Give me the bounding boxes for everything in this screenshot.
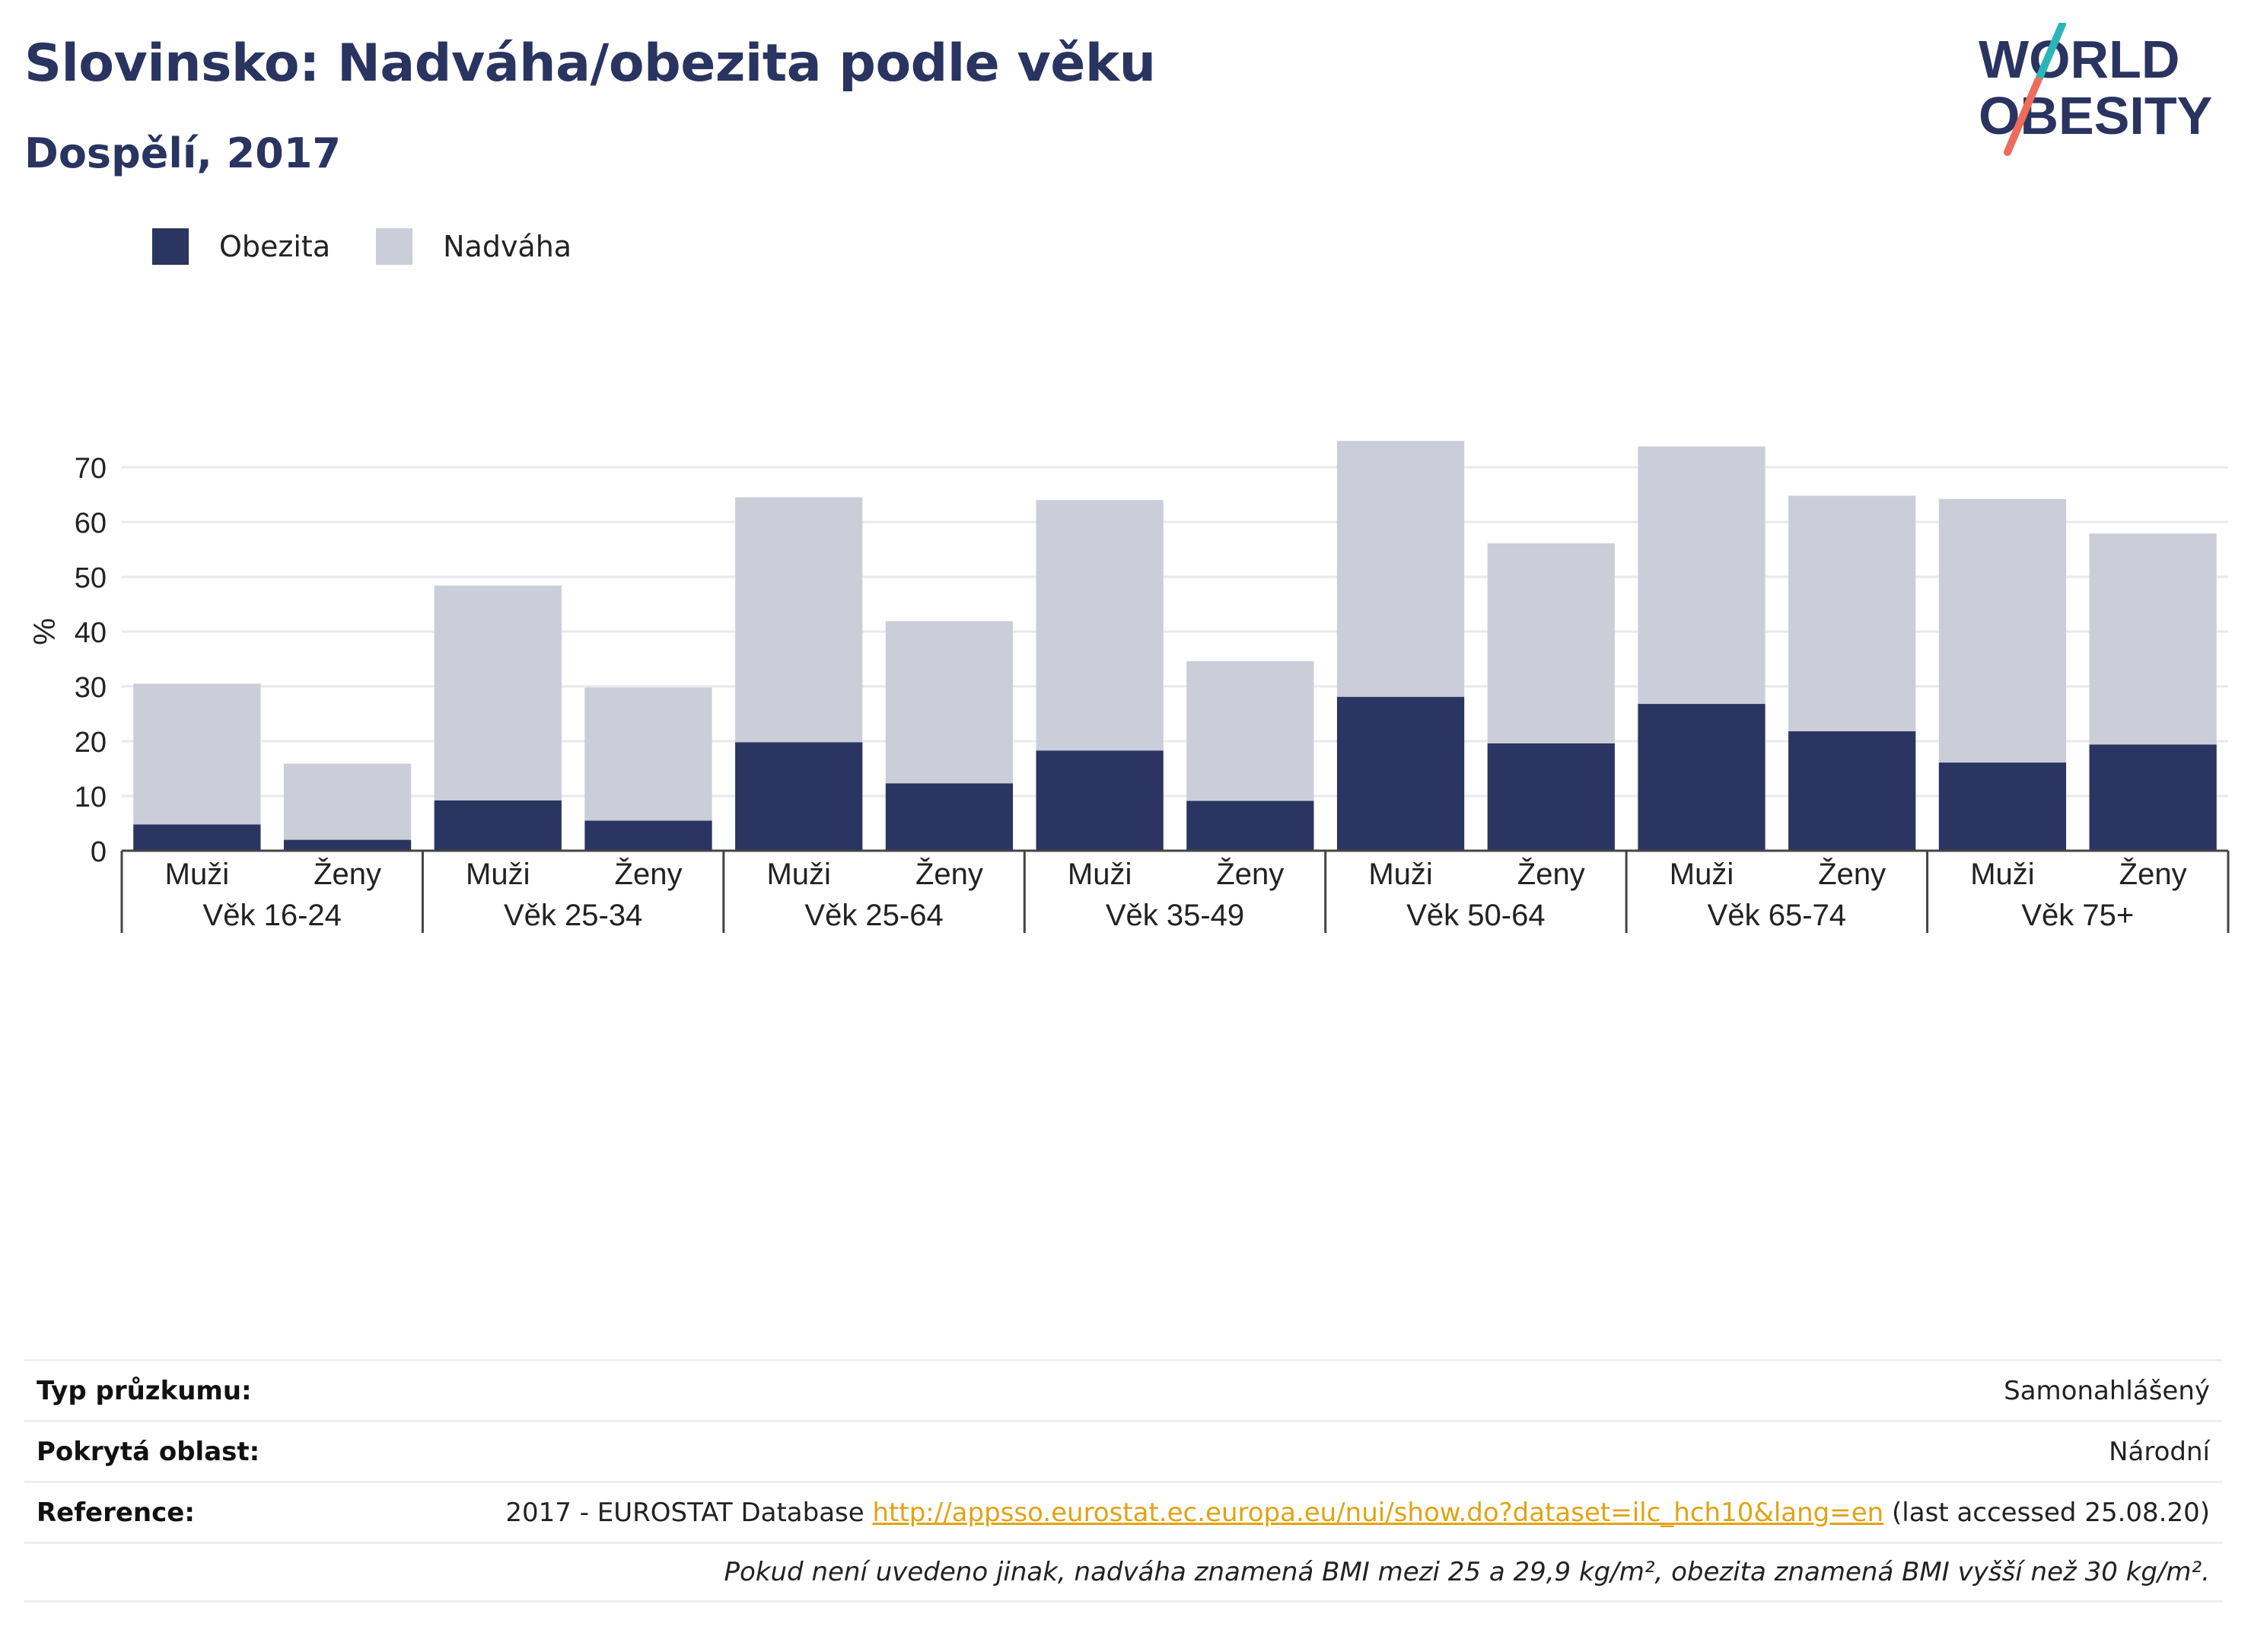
y-tick-label: 70 xyxy=(75,453,107,485)
x-group-label: Věk 65-74 xyxy=(1708,899,1846,932)
x-group-label: Věk 50-64 xyxy=(1406,899,1545,932)
bar-nadvaha xyxy=(1186,660,1314,801)
bar-obezita xyxy=(885,783,1014,851)
bar-nadvaha xyxy=(133,683,261,825)
bar-obezita xyxy=(2089,744,2217,851)
x-group-label: Věk 35-49 xyxy=(1106,899,1244,932)
legend-item-nadvaha: Nadváha xyxy=(376,228,572,265)
x-category-label: Ženy xyxy=(2119,857,2187,891)
bar-obezita xyxy=(133,824,261,851)
reference-value: 2017 - EUROSTAT Database http://appsso.e… xyxy=(505,1498,2210,1528)
x-group-label: Věk 75+ xyxy=(2021,899,2134,932)
x-category-label: Ženy xyxy=(1517,857,1585,891)
x-group-label: Věk 25-34 xyxy=(504,899,642,932)
y-tick-label: 50 xyxy=(75,562,107,594)
bar-nadvaha xyxy=(2089,533,2217,745)
coverage-label: Pokrytá oblast: xyxy=(37,1436,260,1467)
bar-obezita xyxy=(1186,801,1314,851)
y-tick-label: 0 xyxy=(91,836,107,868)
logo-teal-stroke xyxy=(2036,23,2066,81)
info-table: Typ průzkumu: Samonahlášený Pokrytá obla… xyxy=(24,1359,2222,1603)
legend-swatch-nadvaha xyxy=(376,228,413,265)
y-axis-label: % xyxy=(28,618,62,645)
bar-obezita xyxy=(1788,731,1916,851)
info-row-coverage: Pokrytá oblast: Národní xyxy=(24,1420,2222,1481)
x-category-label: Muži xyxy=(766,858,830,891)
x-category-label: Muži xyxy=(1970,858,2034,891)
legend-label-obezita: Obezita xyxy=(219,230,331,263)
y-tick-label: 10 xyxy=(75,781,107,813)
info-row-survey: Typ průzkumu: Samonahlášený xyxy=(24,1359,2222,1420)
reference-suffix: (last accessed 25.08.20) xyxy=(1883,1497,2210,1528)
x-category-label: Muži xyxy=(1368,858,1432,891)
bar-obezita xyxy=(283,839,412,851)
bar-nadvaha xyxy=(584,687,712,821)
world-obesity-logo: WORLD OBESITY xyxy=(1979,23,2212,156)
stacked-bar-chart: 0 10 20 30 40 50 60 70% Muži Ženy Muži Ženy Muži Ženy… xyxy=(28,441,2230,933)
bar-nadvaha xyxy=(434,585,562,801)
chart-legend: Obezita Nadváha xyxy=(152,225,617,268)
definition-note: Pokud není uvedeno jinak, nadváha znamen… xyxy=(724,1557,2210,1587)
bar-nadvaha xyxy=(1788,495,1916,732)
x-category-label: Ženy xyxy=(1216,857,1284,891)
x-category-label: Muži xyxy=(1670,858,1734,891)
x-group-label: Věk 25-64 xyxy=(804,899,943,932)
info-row-note: Pokud není uvedeno jinak, nadváha znamen… xyxy=(24,1542,2222,1603)
logo-coral-stroke xyxy=(2004,77,2042,156)
reference-link[interactable]: http://appsso.eurostat.ec.europa.eu/nui/… xyxy=(872,1497,1884,1528)
bar-obezita xyxy=(1036,750,1164,851)
x-category-label: Ženy xyxy=(615,857,683,891)
x-category-label: Muži xyxy=(165,858,229,891)
x-category-label: Ženy xyxy=(915,857,983,891)
x-category-label: Ženy xyxy=(1818,857,1886,891)
x-category-label: Ženy xyxy=(314,857,381,891)
coverage-value: Národní xyxy=(2109,1436,2210,1467)
bar-nadvaha xyxy=(735,497,863,743)
legend-label-nadvaha: Nadváha xyxy=(443,230,572,263)
bar-obezita xyxy=(584,820,712,851)
bar-nadvaha xyxy=(283,763,412,840)
x-group-label: Věk 16-24 xyxy=(203,899,342,932)
info-row-reference: Reference: 2017 - EUROSTAT Database http… xyxy=(24,1481,2222,1542)
bar-obezita xyxy=(1487,743,1615,851)
logo-line1: WORLD xyxy=(1979,30,2179,89)
reference-prefix: 2017 - EUROSTAT Database xyxy=(505,1497,873,1528)
bar-obezita xyxy=(1938,762,2067,851)
y-tick-label: 30 xyxy=(75,672,107,704)
page-subtitle: Dospělí, 2017 xyxy=(24,129,341,177)
legend-item-obezita: Obezita xyxy=(152,228,330,265)
bar-nadvaha xyxy=(1487,543,1615,743)
y-tick-label: 40 xyxy=(75,617,107,649)
bar-obezita xyxy=(434,800,562,851)
legend-swatch-obezita xyxy=(152,228,189,265)
bar-nadvaha xyxy=(885,621,1014,784)
bar-nadvaha xyxy=(1336,441,1465,697)
bar-obezita xyxy=(735,742,863,851)
bar-obezita xyxy=(1638,704,1765,851)
bar-nadvaha xyxy=(1638,446,1765,705)
reference-label: Reference: xyxy=(37,1497,195,1528)
page-title: Slovinsko: Nadváha/obezita podle věku xyxy=(24,33,1156,94)
x-category-label: Muži xyxy=(1068,858,1132,891)
bar-nadvaha xyxy=(1938,498,2067,763)
survey-type-label: Typ průzkumu: xyxy=(37,1375,252,1406)
bar-nadvaha xyxy=(1036,500,1164,751)
x-category-label: Muži xyxy=(466,858,530,891)
y-tick-label: 20 xyxy=(75,727,107,759)
y-tick-label: 60 xyxy=(75,508,107,540)
bar-obezita xyxy=(1336,696,1465,851)
survey-type-value: Samonahlášený xyxy=(2004,1375,2210,1406)
